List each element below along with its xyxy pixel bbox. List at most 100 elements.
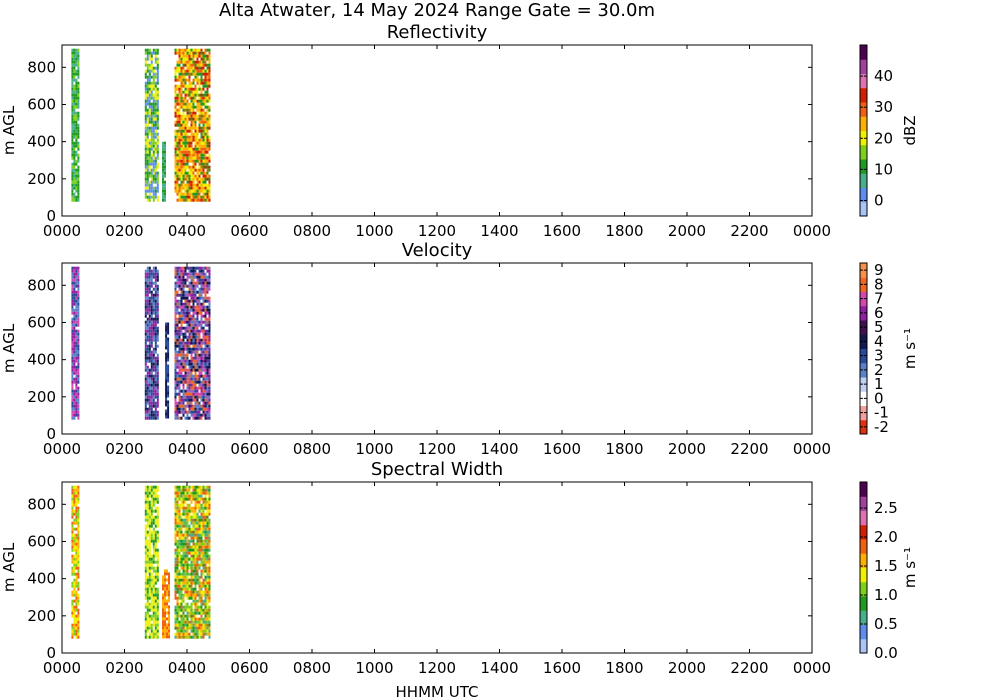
data-cell: [192, 368, 195, 372]
data-cell: [180, 614, 183, 618]
data-cell: [146, 344, 149, 348]
data-cell: [190, 111, 193, 115]
data-cell: [174, 512, 177, 516]
data-cell: [156, 320, 159, 324]
colorbar-segment: [860, 291, 867, 307]
data-cell: [200, 144, 203, 148]
data-cell: [194, 195, 197, 199]
data-cell: [186, 620, 189, 624]
data-cell: [184, 608, 187, 612]
data-cell: [200, 165, 203, 169]
colorbar-segment: [860, 116, 867, 131]
data-cell: [178, 96, 181, 100]
data-cell: [71, 329, 74, 333]
data-cell: [152, 365, 155, 369]
data-cell: [204, 341, 207, 345]
data-cell: [148, 620, 151, 624]
data-cell: [206, 602, 209, 606]
data-cell: [73, 296, 76, 300]
data-cell: [152, 96, 155, 100]
data-cell: [150, 153, 153, 157]
data-cell: [154, 602, 157, 606]
data-cell: [150, 590, 153, 594]
data-cell: [198, 302, 201, 306]
data-cell: [152, 177, 155, 181]
data-cell: [200, 557, 203, 561]
data-cell: [144, 416, 147, 420]
data-cell: [196, 78, 199, 82]
data-cell: [176, 380, 179, 384]
data-cell: [178, 554, 181, 558]
data-cell: [184, 57, 187, 61]
data-cell: [152, 350, 155, 354]
data-cell: [204, 623, 207, 627]
y-axis-label: m AGL: [0, 542, 18, 592]
data-cell: [162, 171, 164, 175]
data-cell: [198, 503, 201, 507]
data-cell: [182, 159, 185, 163]
data-cell: [190, 578, 193, 582]
data-cell: [73, 560, 76, 564]
data-cell: [192, 569, 195, 573]
data-cell: [186, 186, 189, 190]
data-cell: [198, 617, 201, 621]
colorbar-segment: [860, 362, 867, 378]
data-cell: [190, 108, 193, 112]
data-cell: [180, 48, 183, 52]
data-cell: [150, 135, 153, 139]
data-cell: [146, 491, 149, 495]
data-cell: [156, 287, 159, 291]
data-cell: [182, 581, 185, 585]
data-cell: [156, 326, 159, 330]
data-cell: [188, 281, 191, 285]
data-cell: [182, 114, 185, 118]
data-cell: [152, 614, 155, 618]
data-cell: [188, 608, 191, 612]
data-cell: [150, 293, 153, 297]
data-cell: [165, 331, 168, 335]
data-cell: [206, 371, 209, 375]
data-cell: [186, 530, 189, 534]
data-cell: [198, 198, 201, 202]
data-cell: [146, 159, 149, 163]
data-cell: [200, 129, 203, 133]
data-cell: [176, 162, 179, 166]
data-cell: [178, 572, 181, 576]
data-cell: [200, 329, 203, 333]
data-cell: [168, 578, 170, 582]
data-cell: [148, 566, 151, 570]
data-cell: [180, 545, 183, 549]
data-cell: [188, 159, 191, 163]
data-cell: [208, 413, 211, 417]
data-cell: [178, 563, 181, 567]
data-cell: [188, 150, 191, 154]
data-cell: [206, 141, 209, 145]
data-cell: [73, 512, 76, 516]
data-cell: [196, 623, 199, 627]
data-cell: [148, 380, 151, 384]
data-cell: [196, 135, 199, 139]
data-cell: [200, 359, 203, 363]
data-cell: [71, 183, 74, 187]
data-cell: [178, 353, 181, 357]
colorbar-segment: [860, 581, 867, 597]
data-cell: [208, 392, 211, 396]
data-cell: [154, 590, 157, 594]
data-cell: [182, 69, 185, 73]
data-cell: [77, 554, 80, 558]
data-cell: [186, 63, 189, 67]
data-cell: [71, 605, 74, 609]
data-cell: [162, 144, 164, 148]
data-cell: [200, 293, 203, 297]
data-cell: [71, 635, 74, 639]
data-cell: [152, 518, 155, 522]
data-cell: [192, 548, 195, 552]
data-cell: [186, 198, 189, 202]
data-cell: [150, 111, 153, 115]
data-cell: [200, 284, 203, 288]
data-cell: [180, 494, 183, 498]
data-cell: [150, 386, 153, 390]
data-cell: [184, 269, 187, 273]
data-cell: [150, 596, 153, 600]
data-cell: [202, 99, 205, 103]
